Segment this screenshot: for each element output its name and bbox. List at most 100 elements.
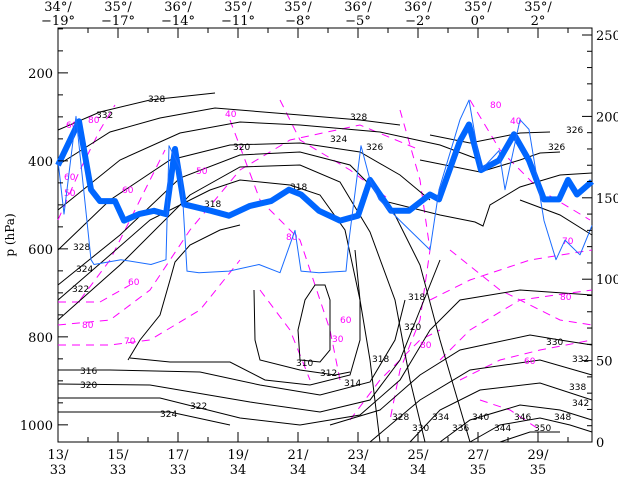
rh-contour xyxy=(57,104,116,221)
rh-contour xyxy=(439,289,593,361)
left-tick-label: 200 xyxy=(28,67,53,82)
right-tick-label: 50 xyxy=(596,355,613,370)
theta-contour-label: 332 xyxy=(572,355,589,365)
theta-contour xyxy=(57,151,471,443)
rh-contour xyxy=(58,284,131,303)
bottom-tick-label: 35 xyxy=(470,463,487,478)
rh-contour-label: 80 xyxy=(82,321,94,331)
theta-contour-label: 320 xyxy=(404,323,421,333)
rh-contour-label: 60 xyxy=(524,357,536,367)
theta-contour xyxy=(129,249,361,386)
rh-contour xyxy=(429,249,593,301)
theta-contour-label: 344 xyxy=(494,424,511,434)
theta-contour xyxy=(379,172,593,227)
bottom-tick-label: 17/ xyxy=(168,448,190,463)
theta-contour xyxy=(329,334,593,426)
right-tick-label: 200 xyxy=(596,110,618,125)
theta-contour-label: 320 xyxy=(233,143,250,153)
top-tick-label: 35°/ xyxy=(104,0,132,15)
theta-contour xyxy=(58,289,593,426)
rh-contour xyxy=(449,249,593,326)
theta-contour xyxy=(499,431,560,443)
theta-contour xyxy=(439,404,593,443)
left-tick-label: 800 xyxy=(28,331,53,346)
top-tick-label: 2° xyxy=(531,14,546,29)
theta-contour xyxy=(57,107,401,166)
rh-contour xyxy=(58,259,241,346)
left-tick-label: 400 xyxy=(28,155,53,170)
top-tick-label: −17° xyxy=(101,14,135,29)
theta-contour-label: 318 xyxy=(408,293,425,303)
theta-contour-label: 350 xyxy=(534,424,551,434)
theta-contour-label: 328 xyxy=(350,113,367,123)
rh-contour-label: 50 xyxy=(196,167,208,177)
theta-contour-label: 322 xyxy=(190,402,207,412)
theta-contour-label: 334 xyxy=(432,413,449,423)
theta-contour-label: 346 xyxy=(514,413,531,423)
theta-contour-label: 314 xyxy=(344,379,361,389)
bottom-tick-label: 29/ xyxy=(528,448,550,463)
rh-contour xyxy=(389,109,431,421)
bottom-tick-label: 33 xyxy=(170,463,187,478)
rh-contour-label: 50 xyxy=(64,189,76,199)
theta-contour-label: 326 xyxy=(366,143,383,153)
theta-contour xyxy=(369,359,593,443)
rh-contour-label: 30 xyxy=(332,335,344,345)
theta-contour-label: 324 xyxy=(76,265,93,275)
thick-blue-line xyxy=(55,118,594,224)
bottom-tick-label: 34 xyxy=(230,463,247,478)
theta-contour xyxy=(57,121,481,211)
left-tick-label: 1000 xyxy=(20,419,53,434)
theta-contour xyxy=(429,131,551,144)
bottom-tick-label: 23/ xyxy=(348,448,370,463)
thin-blue-line xyxy=(57,99,593,274)
top-tick-label: −5° xyxy=(345,14,371,29)
theta-contour-label: 312 xyxy=(320,369,337,379)
theta-contour-label: 328 xyxy=(73,243,90,253)
theta-contour xyxy=(57,142,431,251)
theta-contour xyxy=(519,199,593,236)
bottom-tick-label: 34 xyxy=(410,463,427,478)
bottom-tick-label: 27/ xyxy=(468,448,490,463)
theta-contour-label: 318 xyxy=(290,183,307,193)
right-tick-label: 100 xyxy=(596,273,618,288)
theta-contour xyxy=(58,299,406,396)
rh-contour xyxy=(259,289,311,381)
rh-contour-label: 70 xyxy=(124,337,136,347)
theta-contour-label: 310 xyxy=(296,359,313,369)
top-tick-label: 35°/ xyxy=(524,0,552,15)
rh-contour-label: 40 xyxy=(225,110,237,120)
bottom-tick-label: 34 xyxy=(290,463,307,478)
axes: 200 400 600 800 1000 0 50 100 150 200 250 13/33 34°/… xyxy=(20,0,618,478)
theta-contour xyxy=(419,151,561,173)
bottom-tick-label: 35 xyxy=(530,463,547,478)
theta-contour-label: 320 xyxy=(80,381,97,391)
theta-contour xyxy=(57,259,441,413)
theta-contour xyxy=(409,382,593,443)
left-tick-label: 600 xyxy=(28,243,53,258)
rh-contour-label: 60 xyxy=(66,121,78,131)
bottom-tick-label: 25/ xyxy=(408,448,430,463)
rh-contour-label: 70 xyxy=(562,237,574,247)
top-tick-label: 35°/ xyxy=(224,0,252,15)
contour-labels: 332 328 320 318 318 326 324 322 316 320 324 322 310 3… xyxy=(64,95,589,434)
rh-contour-label: 80 xyxy=(420,341,432,351)
bottom-tick-label: 13/ xyxy=(48,448,70,463)
theta-contours xyxy=(57,92,593,443)
theta-contour-label: 316 xyxy=(80,367,97,377)
rh-contour xyxy=(459,339,593,381)
top-tick-label: 36°/ xyxy=(164,0,192,15)
theta-contour-label: 324 xyxy=(160,410,177,420)
theta-contour-label: 328 xyxy=(148,95,165,105)
theta-contour-label: 330 xyxy=(546,338,563,348)
theta-contour-label: 318 xyxy=(372,355,389,365)
bottom-tick-label: 19/ xyxy=(228,448,250,463)
bottom-tick-label: 33 xyxy=(110,463,127,478)
right-tick-label: 0 xyxy=(596,436,604,451)
rh-contour-label: 80 xyxy=(88,116,100,126)
right-tick-label: 250 xyxy=(596,29,618,44)
rh-contour xyxy=(57,124,421,326)
bottom-tick-label: 33 xyxy=(50,463,67,478)
bottom-tick-label: 15/ xyxy=(108,448,130,463)
